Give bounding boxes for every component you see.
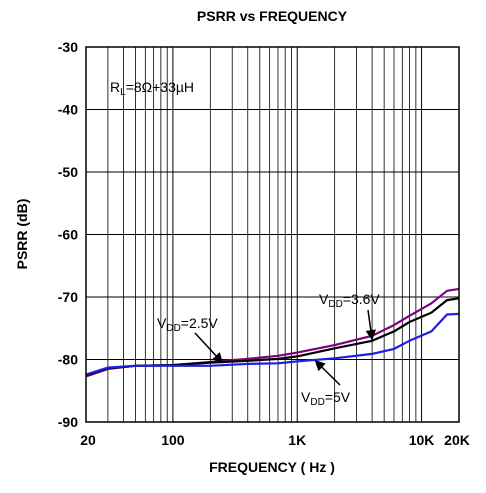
y-tick-labels: -30 -40 -50 -60 -70 -80 -90: [58, 39, 78, 430]
grid: [86, 46, 459, 423]
annotation-load: RL=8Ω+33µH: [110, 79, 194, 98]
y-axis-label: PSRR (dB): [14, 199, 30, 270]
y-tick-label: -70: [58, 289, 78, 305]
x-tick-label: 100: [161, 432, 185, 448]
x-tick-label: 1K: [288, 432, 306, 448]
y-tick-label: -50: [58, 164, 78, 180]
annotation-vdd36: VDD=3.6V: [319, 291, 380, 310]
y-tick-label: -80: [58, 352, 78, 368]
annotation-arrow-vdd25: [194, 332, 224, 364]
annotation-arrow-vdd5: [314, 360, 341, 386]
annotation-arrow-vdd36: [365, 309, 376, 341]
annotation-vdd25: VDD=2.5V: [157, 315, 218, 334]
y-tick-label: -90: [58, 414, 78, 430]
x-tick-label: 20: [80, 432, 96, 448]
series-line-2: [85, 312, 460, 376]
x-tick-label: 10K: [409, 432, 435, 448]
chart-title: PSRR vs FREQUENCY: [197, 8, 348, 24]
y-tick-label: -30: [58, 39, 78, 55]
plot-frame: [85, 46, 460, 423]
x-axis-label: FREQUENCY ( Hz ): [209, 459, 335, 475]
x-tick-labels: 20 100 1K 10K 20K: [80, 432, 470, 448]
y-tick-label: -60: [58, 227, 78, 243]
series-group: [85, 287, 460, 378]
y-tick-label: -40: [58, 102, 78, 118]
x-tick-label: 20K: [444, 432, 470, 448]
annotations: RL=8Ω+33µH VDD=2.5V VDD=3.6V VDD=5V: [110, 79, 380, 408]
annotation-vdd5: VDD=5V: [301, 389, 351, 408]
